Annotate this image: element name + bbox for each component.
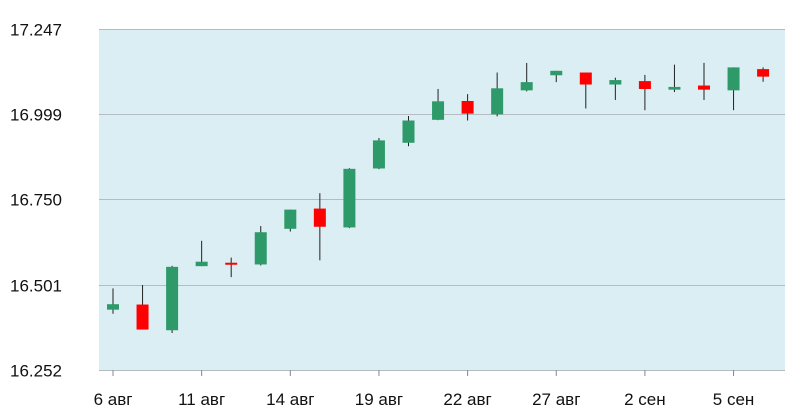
candle-body-up (432, 101, 445, 120)
y-axis-ticks: 17.247 16.999 16.750 16.501 16.252 (10, 21, 62, 381)
x-tick-label: 11 авг (178, 390, 225, 409)
x-tick-label: 27 авг (532, 390, 580, 409)
x-tick-label: 14 авг (266, 390, 314, 409)
candle-body-up (491, 88, 504, 115)
y-tick-label: 16.252 (10, 362, 62, 381)
candle (225, 257, 238, 278)
candle-body-up (284, 209, 297, 229)
candle-body-up (727, 67, 740, 91)
candle (136, 285, 149, 330)
candle (107, 288, 119, 314)
candle (668, 64, 681, 93)
x-tick-label: 22 авг (443, 390, 491, 409)
y-tick-label: 16.750 (10, 191, 62, 210)
candle (698, 62, 710, 100)
candle-body-up (402, 120, 415, 143)
candle (579, 72, 592, 109)
candle-body-up (372, 140, 385, 169)
candle (491, 72, 504, 117)
candle-body-down (638, 81, 651, 89)
candle-body-up (668, 86, 681, 90)
candle (372, 137, 385, 170)
candle-body-down (579, 72, 592, 85)
candle (550, 70, 563, 83)
candle (343, 168, 356, 229)
candle-body-up (254, 232, 267, 265)
x-tick-label: 2 сен (624, 390, 666, 409)
candle-body-up (166, 266, 179, 331)
y-tick-label: 17.247 (10, 21, 62, 40)
candle (432, 88, 445, 121)
candle (402, 116, 415, 147)
candle (727, 67, 740, 111)
candle-body-up (520, 82, 533, 91)
candle-body-down (698, 85, 710, 90)
candle-body-down (461, 100, 474, 114)
candle-body-down (225, 262, 238, 265)
candle-body-up (195, 261, 208, 267)
candle-body-up (609, 80, 622, 85)
x-tick-label: 19 авг (355, 390, 403, 409)
candle (166, 265, 179, 333)
candle-body-up (343, 168, 356, 228)
candle-body-up (550, 70, 563, 76)
y-tick-label: 16.999 (10, 106, 62, 125)
candle (757, 67, 770, 82)
candle (520, 62, 533, 92)
candle (461, 94, 474, 121)
candle-body-down (757, 69, 770, 77)
candle-body-down (313, 208, 326, 227)
candles (107, 62, 770, 333)
candle (195, 240, 208, 267)
candle (254, 226, 267, 266)
candle-body-up (107, 304, 119, 310)
x-tick-label: 6 авг (94, 390, 133, 409)
candle (284, 209, 297, 232)
y-tick-label: 16.501 (10, 277, 62, 296)
x-axis-ticks: 6 авг 11 авг 14 авг 19 авг 22 авг 27 авг 2 сен… (94, 370, 755, 409)
x-tick-label: 5 сен (713, 390, 755, 409)
candle-body-down (136, 304, 149, 330)
candle (638, 74, 651, 111)
candle (313, 193, 326, 261)
candle (609, 77, 622, 100)
